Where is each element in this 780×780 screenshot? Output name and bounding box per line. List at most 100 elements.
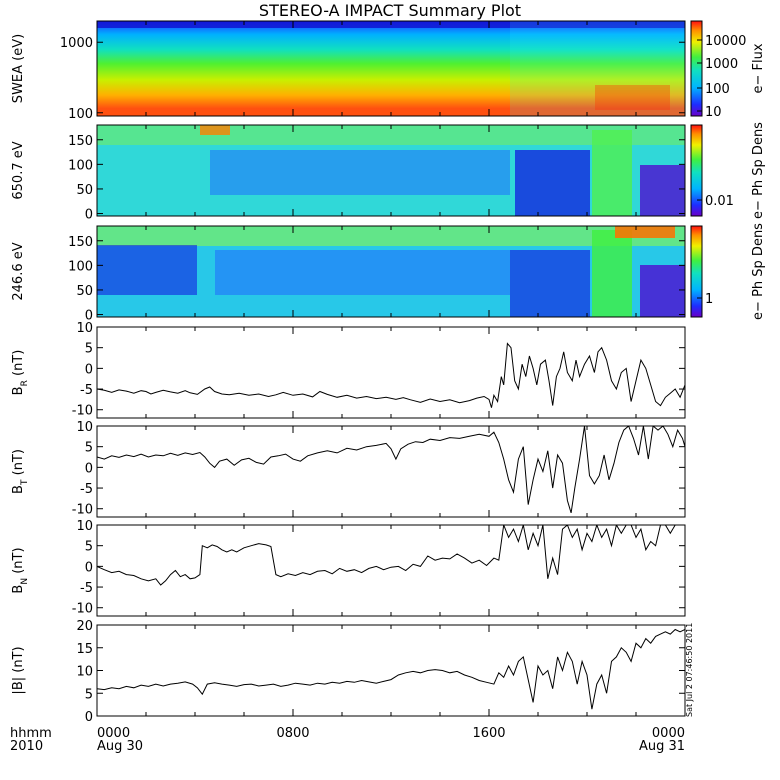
y-tick-label: 0: [85, 710, 93, 725]
y-axis-label: |B| (nT): [11, 646, 26, 694]
y-tick-label: 50: [76, 284, 93, 299]
y-axis-label-unit: (nT): [11, 547, 26, 577]
time-label-hhmm: hhmm: [10, 726, 52, 741]
y-tick-label: 0: [85, 309, 93, 324]
time-label-date: Aug 30: [97, 739, 143, 754]
colorbar-tick-label: 1: [705, 292, 713, 307]
panel-frame: [96, 425, 686, 518]
y-axis-label-subscript: N: [20, 578, 30, 585]
colorbar-tick-label: 100: [705, 82, 730, 97]
y-axis-label: BT (nT): [11, 449, 30, 494]
y-tick-label: 5: [85, 687, 93, 702]
y-axis-label: BN (nT): [11, 547, 30, 593]
y-tick-label: 10: [76, 519, 93, 534]
y-tick-label: 5: [85, 540, 93, 555]
time-label-hhmm: 0000: [97, 726, 130, 741]
panel-swea: [97, 21, 685, 116]
colorbar-label: e− Flux: [751, 43, 766, 93]
time-label-date: Aug 31: [639, 739, 685, 754]
time-label-hhmm: 0000: [652, 726, 685, 741]
pa650-late-blue: [515, 150, 590, 216]
y-tick-label: 5: [85, 342, 93, 357]
colorbar-tick-label: 10000: [705, 34, 746, 49]
panel-frame: [96, 624, 686, 717]
series-line: [97, 426, 685, 514]
y-axis-label-unit: (nT): [11, 449, 26, 479]
panel-4-axes: -10 -5 0 5 10 BR (nT): [11, 321, 686, 419]
y-axis-label: 246.6 eV: [11, 242, 26, 300]
panel-frame: [96, 326, 686, 419]
time-label-hhmm: 0800: [276, 726, 309, 741]
panel-6-axes: -10 -5 0 5 10 BN (nT): [11, 519, 686, 617]
series-line: [97, 628, 685, 710]
y-tick-label: 5: [85, 441, 93, 456]
colorbar-label: e− Ph Sp Dens: [751, 122, 766, 219]
pa246-blue-core: [215, 250, 510, 295]
y-tick-label: 20: [76, 619, 93, 634]
colorbar-246ev: [690, 225, 703, 318]
pa246-purple-end: [640, 265, 685, 317]
pa650-green-block: [592, 130, 632, 216]
y-tick-label: 50: [76, 183, 93, 198]
y-tick-label: -10: [72, 404, 93, 419]
colorbar-tick-label: 1000: [705, 57, 738, 72]
panel-7-axes: 0 5 10 15 20 |B| (nT): [11, 619, 686, 725]
y-tick-label: 100: [68, 158, 93, 173]
y-tick-label: 150: [68, 235, 93, 250]
series-line: [97, 342, 685, 408]
colorbar-flux: [690, 20, 703, 117]
y-tick-label: 10: [76, 665, 93, 680]
y-tick-label: -5: [80, 581, 93, 596]
y-axis-label-subscript: R: [20, 380, 30, 386]
y-tick-label: 0: [85, 461, 93, 476]
panel-1-axes: 100 1000 SWEA (eV) 10 100 1000 10000 e− Flux: [11, 20, 766, 122]
colorbar-tick-label: 0.01: [705, 194, 734, 209]
y-tick-label: -10: [72, 503, 93, 518]
y-tick-label: 1000: [60, 36, 93, 51]
y-tick-label: 0: [85, 362, 93, 377]
time-label-hhmm: 1600: [472, 726, 505, 741]
y-tick-label: 10: [76, 321, 93, 336]
pa650-purple-end: [640, 165, 685, 216]
y-tick-label: -10: [72, 602, 93, 617]
y-tick-label: 100: [68, 107, 93, 122]
y-tick-label: 10: [76, 420, 93, 435]
panel-650ev: [97, 125, 685, 216]
colorbar-650ev: [690, 124, 703, 217]
y-axis-label-subscript: T: [20, 479, 30, 486]
y-tick-label: 0: [85, 560, 93, 575]
y-tick-label: 150: [68, 134, 93, 149]
plot-title: STEREO-A IMPACT Summary Plot: [259, 1, 521, 20]
panel-246ev: [97, 226, 685, 317]
colorbar-label: e− Ph Sp Dens: [751, 223, 766, 320]
y-axis-label: BR (nT): [11, 350, 30, 396]
time-label-date: 2010: [10, 739, 43, 754]
panel-3-axes: 0 50 100 150 246.6 eV 1 e− Ph Sp Dens: [11, 223, 766, 324]
swea-late-shift: [510, 21, 685, 116]
pa650-top-band: [97, 125, 685, 145]
series-line: [97, 525, 685, 586]
pa246-blue-left: [97, 245, 197, 295]
panel-2-axes: 0 50 100 150 650.7 eV 0.01 e− Ph Sp Dens: [11, 122, 766, 223]
pa246-orange-top: [615, 226, 675, 238]
swea-spectrogram: [97, 21, 685, 116]
pa246-green-block: [592, 230, 632, 317]
pa650-blue-core: [210, 150, 510, 195]
panel-frame: [96, 524, 686, 617]
y-axis-label: SWEA (eV): [11, 34, 26, 103]
swea-hot-region: [595, 85, 670, 110]
pa246-top-band: [97, 226, 685, 246]
pa650-orange-top: [200, 125, 230, 135]
y-axis-label-unit: (nT): [11, 350, 26, 380]
colorbar-tick-label: 10: [705, 105, 722, 120]
side-timestamp: Sat Jul 2 07:46:50 2011: [685, 623, 694, 717]
pa246-late-blue: [510, 250, 590, 317]
y-tick-label: 100: [68, 259, 93, 274]
y-tick-label: -5: [80, 383, 93, 398]
y-tick-label: 0: [85, 208, 93, 223]
y-axis-label: 650.7 eV: [11, 141, 26, 199]
y-tick-label: 15: [76, 642, 93, 657]
y-tick-label: -5: [80, 482, 93, 497]
